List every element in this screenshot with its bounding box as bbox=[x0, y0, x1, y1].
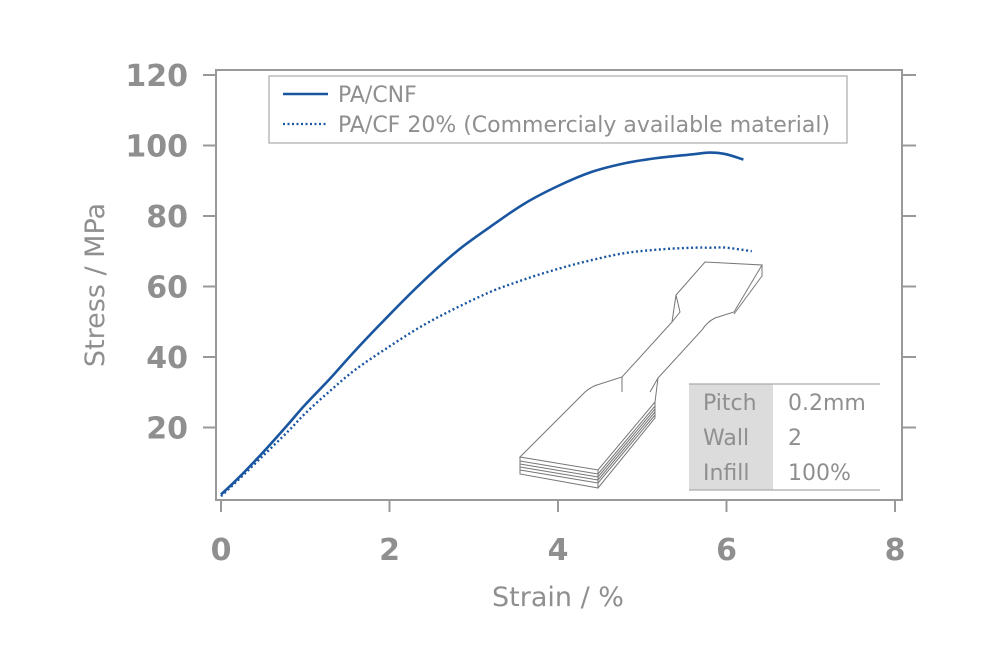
print-parameter-table: Pitch 0.2mm Wall 2 Infill 100% bbox=[689, 383, 880, 491]
legend: PA/CNF PA/CF 20% (Commercialy available … bbox=[268, 75, 848, 144]
specimen-drawing bbox=[518, 261, 763, 489]
x-tick-label-2: 2 bbox=[379, 533, 400, 568]
legend-label-pa-cnf: PA/CNF bbox=[338, 83, 417, 108]
y-tick-label-20: 20 bbox=[146, 412, 188, 447]
legend-label-pa-cf: PA/CF 20% (Commercialy available materia… bbox=[338, 113, 830, 138]
table-value-wall: 2 bbox=[788, 426, 802, 451]
x-axis-label: Strain / % bbox=[492, 582, 624, 613]
table-label-pitch: Pitch bbox=[703, 391, 757, 416]
axis-tick-labels: 0 2 4 6 8 20 40 60 80 100 120 bbox=[125, 59, 905, 568]
table-label-wall: Wall bbox=[703, 426, 749, 451]
table-label-column bbox=[689, 384, 773, 490]
series-lines bbox=[220, 151, 752, 498]
x-tick-label-8: 8 bbox=[885, 533, 906, 568]
legend-box bbox=[268, 75, 848, 144]
y-tick-label-40: 40 bbox=[146, 341, 188, 376]
x-tick-label-4: 4 bbox=[548, 533, 569, 568]
table-value-pitch: 0.2mm bbox=[788, 391, 866, 416]
series-line-1 bbox=[220, 246, 752, 498]
x-tick-label-6: 6 bbox=[716, 533, 737, 568]
table-label-infill: Infill bbox=[703, 461, 750, 486]
y-tick-label-120: 120 bbox=[125, 59, 188, 94]
axis-ticks bbox=[203, 74, 916, 512]
table-value-infill: 100% bbox=[788, 461, 851, 486]
y-tick-label-100: 100 bbox=[125, 130, 188, 165]
x-tick-label-0: 0 bbox=[211, 533, 232, 568]
y-tick-label-60: 60 bbox=[146, 271, 188, 306]
series-line-0 bbox=[220, 151, 744, 496]
y-tick-label-80: 80 bbox=[146, 200, 188, 235]
y-axis-label: Stress / MPa bbox=[80, 203, 111, 367]
